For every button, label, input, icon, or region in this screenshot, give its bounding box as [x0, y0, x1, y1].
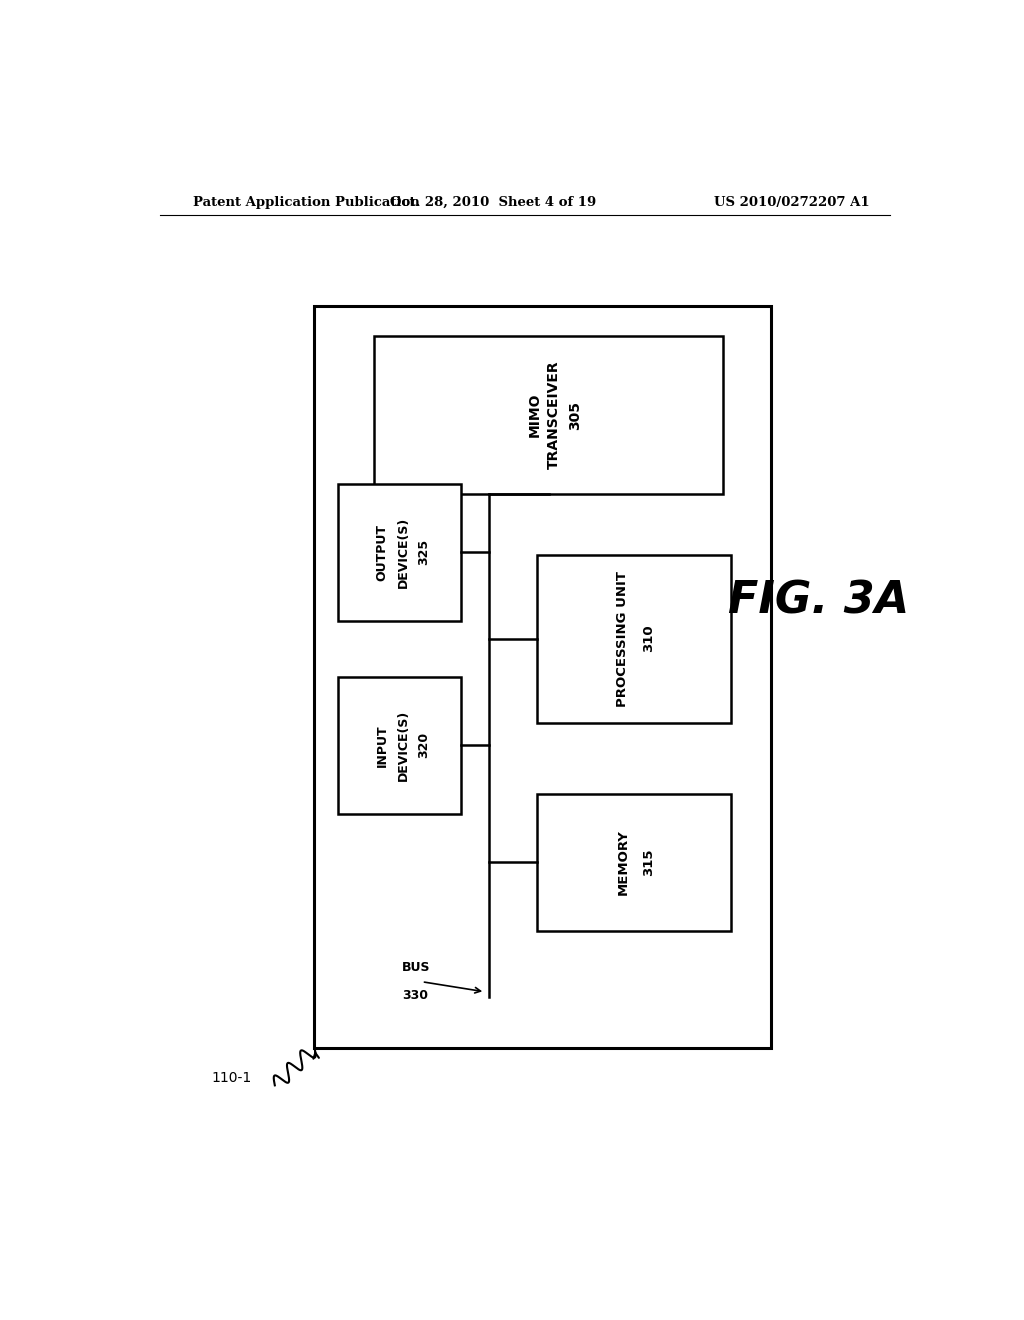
Bar	[338, 677, 462, 814]
Text: Oct. 28, 2010  Sheet 4 of 19: Oct. 28, 2010 Sheet 4 of 19	[390, 195, 596, 209]
Text: 325: 325	[417, 539, 430, 565]
Text: PROCESSING UNIT: PROCESSING UNIT	[615, 570, 629, 706]
Bar	[374, 337, 723, 494]
Text: MEMORY: MEMORY	[617, 829, 630, 895]
Text: 330: 330	[401, 989, 428, 1002]
Text: 315: 315	[642, 849, 654, 876]
Text: 110-1: 110-1	[211, 1072, 252, 1085]
Bar	[338, 483, 462, 620]
Text: Patent Application Publication: Patent Application Publication	[194, 195, 420, 209]
Text: FIG. 3A: FIG. 3A	[728, 579, 909, 622]
Text: 305: 305	[567, 400, 582, 429]
Text: DEVICE(S): DEVICE(S)	[397, 710, 411, 781]
Text: 320: 320	[417, 733, 430, 759]
Text: TRANSCEIVER: TRANSCEIVER	[547, 360, 561, 470]
Bar	[537, 793, 731, 931]
Text: DEVICE(S): DEVICE(S)	[397, 516, 411, 587]
Bar	[314, 306, 771, 1048]
Text: 310: 310	[642, 624, 654, 652]
Text: BUS: BUS	[401, 961, 430, 974]
Text: US 2010/0272207 A1: US 2010/0272207 A1	[715, 195, 870, 209]
Text: OUTPUT: OUTPUT	[376, 524, 389, 581]
Bar	[537, 554, 731, 722]
Text: INPUT: INPUT	[376, 725, 389, 767]
Text: MIMO: MIMO	[527, 393, 542, 437]
